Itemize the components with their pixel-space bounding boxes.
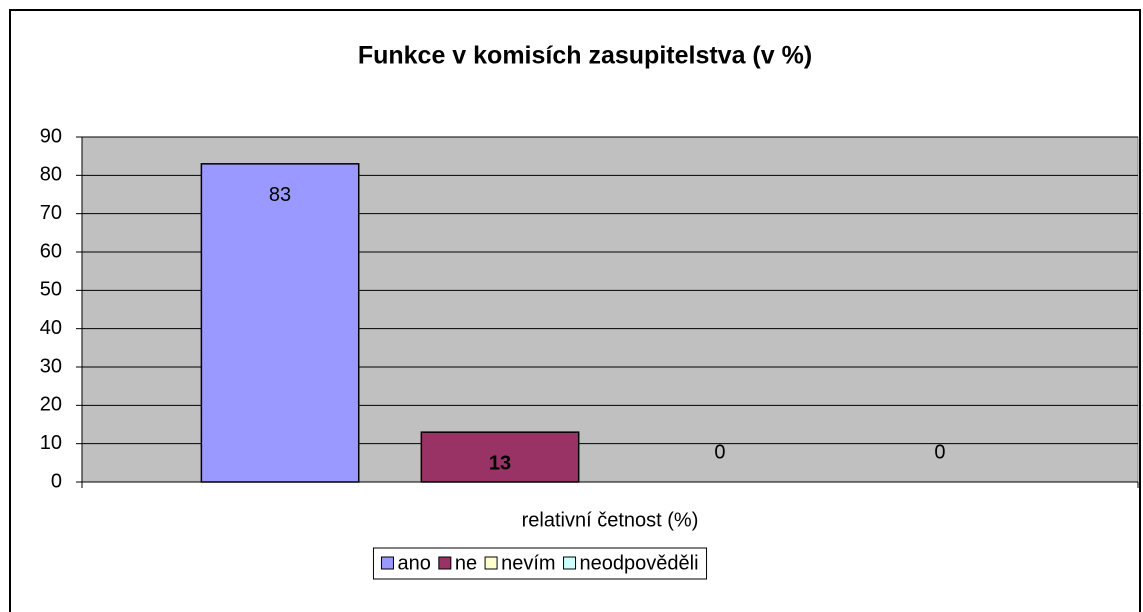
data-label: 13	[489, 452, 511, 474]
y-tick-label: 10	[40, 432, 62, 454]
y-tick-label: 90	[40, 125, 62, 147]
data-label: 0	[714, 441, 725, 463]
y-tick-label: 20	[40, 394, 62, 416]
legend-label: ne	[455, 552, 477, 574]
bar	[200, 163, 360, 483]
legend-swatch	[563, 556, 577, 570]
legend-label: neodpověděli	[580, 552, 699, 574]
legend-label: nevím	[501, 552, 555, 574]
legend-swatch	[484, 556, 498, 570]
y-tick-label: 80	[40, 164, 62, 186]
x-tick-label: relativní četnost (%)	[522, 509, 699, 531]
data-label: 83	[269, 184, 291, 206]
y-tick-label: 30	[40, 355, 62, 377]
y-tick-label: 40	[40, 317, 62, 339]
legend-label: ano	[397, 552, 430, 574]
legend-box	[372, 547, 708, 580]
y-tick-label: 50	[40, 279, 62, 301]
data-label: 0	[934, 441, 945, 463]
chart-title: Funkce v komisích zasupitelstva (v %)	[358, 42, 812, 70]
y-tick-label: 60	[40, 240, 62, 262]
legend-swatch	[438, 556, 452, 570]
y-tick-label: 0	[51, 470, 62, 492]
bar	[420, 431, 580, 483]
y-tick-label: 70	[40, 202, 62, 224]
legend-swatch	[380, 556, 394, 570]
